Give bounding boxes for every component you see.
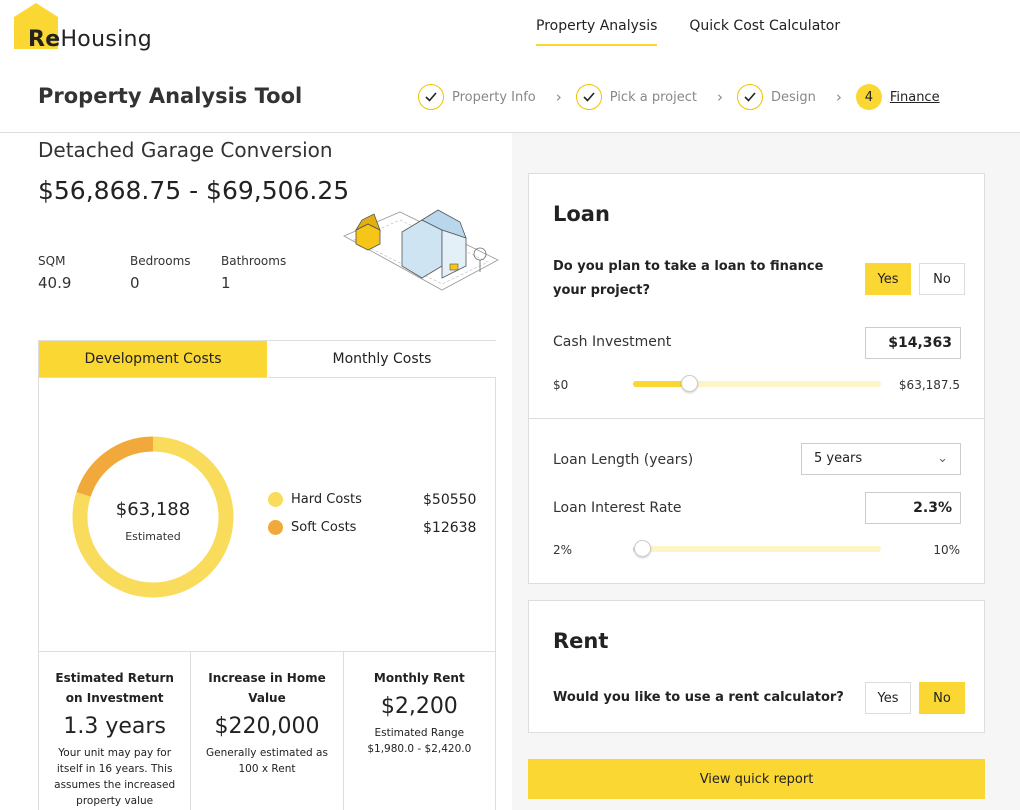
interest-rate-label: Loan Interest Rate [553, 500, 682, 516]
chevron-right-icon: › [835, 88, 842, 106]
donut-label: Estimated [125, 530, 181, 543]
donut-total: $63,188 [115, 499, 191, 520]
check-icon [575, 84, 602, 110]
metric-roi: Estimated Return on Investment 1.3 years… [39, 652, 192, 810]
logo-rest: Housing [60, 27, 152, 52]
loan-no-button[interactable]: No [919, 263, 965, 295]
loan-title: Loan [553, 202, 610, 226]
stepper: Property Info › Pick a project › Design … [418, 84, 940, 110]
rate-max-label: 10% [933, 543, 960, 557]
legend-value: $50550 [423, 492, 477, 508]
stat-bedrooms: Bedrooms 0 [130, 254, 191, 292]
page-title: Property Analysis Tool [38, 84, 303, 108]
rent-title: Rent [553, 629, 609, 653]
check-icon [418, 84, 444, 110]
top-nav: Property Analysis Quick Cost Calculator [536, 18, 840, 46]
legend-label: Soft Costs [291, 520, 357, 535]
step-pick-a-project[interactable]: Pick a project [575, 84, 697, 110]
metric-value: 1.3 years [63, 714, 166, 739]
metric-subtext: Your unit may pay for itself in 16 years… [54, 747, 176, 807]
rent-question: Would you like to use a rent calculator? [553, 690, 844, 705]
metric-subtext: Generally estimated as 100 x Rent [206, 747, 328, 775]
legend-soft-costs: Soft Costs [268, 520, 356, 535]
cost-panel: Development Costs Monthly Costs $63,188 … [38, 340, 496, 810]
stat-label: Bathrooms [221, 254, 287, 268]
stat-bathrooms: Bathrooms 1 [221, 254, 286, 292]
metric-value: $2,200 [380, 694, 458, 719]
rent-panel: Rent Would you like to use a rent calcul… [528, 600, 985, 733]
logo[interactable]: ReHousing [14, 3, 154, 53]
price-range: $56,868.75 - $69,506.25 [38, 176, 350, 205]
metric-heading: Increase in Home Value [208, 671, 326, 705]
legend-label: Hard Costs [291, 492, 362, 507]
stat-sqm: SQM 40.9 [38, 254, 71, 292]
view-quick-report-button[interactable]: View quick report [528, 759, 985, 799]
legend-hard-costs: Hard Costs [268, 492, 362, 507]
rent-yes-button[interactable]: Yes [865, 682, 911, 714]
section-divider [529, 418, 984, 419]
loan-yes-button[interactable]: Yes [865, 263, 911, 295]
step-label: Finance [889, 89, 940, 105]
select-value: 5 years [814, 451, 863, 466]
metric-subtext: Estimated Range $1,980.0 - $2,420.0 [367, 727, 472, 755]
logo-bold: Re [28, 27, 61, 52]
metric-value: $220,000 [214, 714, 320, 739]
slider-thumb[interactable] [634, 540, 652, 557]
rate-min-label: 2% [553, 543, 573, 557]
cash-investment-label: Cash Investment [553, 334, 672, 350]
cash-max-label: $63,187.5 [898, 378, 960, 392]
metric-heading: Estimated Return on Investment [55, 671, 174, 705]
step-label: Design [770, 89, 816, 105]
header-divider [0, 132, 1020, 133]
check-icon [736, 84, 763, 110]
house-illustration-icon [343, 209, 499, 291]
step-design[interactable]: Design [736, 84, 816, 110]
cash-slider[interactable] [633, 375, 881, 392]
metric-home-value: Increase in Home Value $220,000 Generall… [191, 652, 344, 810]
project-name: Detached Garage Conversion [38, 138, 333, 162]
stat-label: SQM [38, 254, 66, 268]
metrics-row: Estimated Return on Investment 1.3 years… [39, 651, 495, 810]
nav-quick-cost-calculator[interactable]: Quick Cost Calculator [689, 18, 841, 34]
tab-monthly-costs[interactable]: Monthly Costs [268, 341, 496, 378]
loan-question: Do you plan to take a loan to finance yo… [553, 259, 824, 298]
chevron-right-icon: › [716, 88, 723, 106]
loan-length-label: Loan Length (years) [553, 452, 694, 468]
stat-value: 0 [130, 274, 140, 292]
chevron-down-icon: ⌄ [937, 451, 948, 466]
legend-value: $12638 [423, 520, 477, 536]
loan-length-select[interactable]: 5 years ⌄ [801, 443, 961, 475]
stat-value: 40.9 [38, 274, 72, 292]
interest-rate-input[interactable]: 2.3% [865, 492, 961, 524]
chevron-right-icon: › [555, 88, 562, 106]
cash-min-label: $0 [553, 378, 569, 392]
stat-label: Bedrooms [130, 254, 191, 268]
donut-segment-soft-costs [76, 436, 154, 498]
house-logo-icon [14, 3, 58, 49]
rent-no-button[interactable]: No [919, 682, 965, 714]
step-label: Property Info [452, 89, 536, 105]
legend-dot [268, 492, 283, 507]
metric-heading: Monthly Rent [373, 671, 465, 685]
tab-development-costs[interactable]: Development Costs [39, 341, 267, 378]
step-number: 4 [855, 84, 882, 110]
step-label: Pick a project [609, 89, 697, 105]
legend-dot [268, 520, 283, 535]
donut-segment-hard-costs [72, 436, 234, 598]
step-finance[interactable]: 4 Finance [855, 84, 940, 110]
stat-value: 1 [221, 274, 231, 292]
cost-donut-chart [72, 436, 234, 598]
loan-panel: Loan Do you plan to take a loan to finan… [528, 173, 985, 584]
cash-investment-input[interactable]: $14,363 [865, 327, 961, 359]
step-property-info[interactable]: Property Info [418, 84, 536, 110]
slider-thumb[interactable] [681, 375, 699, 392]
slider-fill [633, 381, 690, 387]
rate-slider[interactable] [633, 540, 881, 557]
nav-property-analysis[interactable]: Property Analysis [536, 18, 658, 46]
metric-monthly-rent: Monthly Rent $2,200 Estimated Range $1,9… [344, 652, 495, 810]
